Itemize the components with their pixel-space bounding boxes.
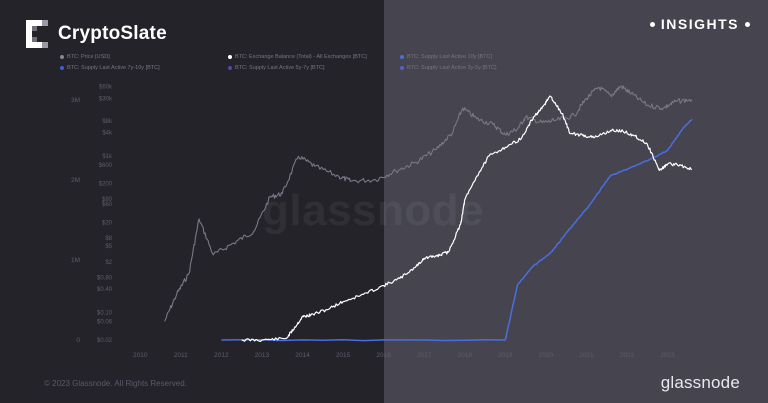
x-axis: 2010 2011 2012 2013 2014 2015 2016 2017 2018 2019… xyxy=(133,352,675,359)
legend-swatch xyxy=(400,55,404,59)
price-tick-label: $8k xyxy=(102,119,113,125)
x-tick-label: 2019 xyxy=(498,352,513,359)
legend-swatch xyxy=(60,55,64,59)
legend-item-supply-5y-7y: BTC: Supply Last Active 5y-7y [BTC] xyxy=(228,65,325,71)
dot-icon xyxy=(745,21,750,27)
glassnode-logo-text: glassnode xyxy=(660,373,740,392)
x-tick-label: 2014 xyxy=(295,352,310,359)
legend-label: BTC: Price [USD] xyxy=(67,54,110,60)
price-tick-label: $600 xyxy=(99,163,113,169)
x-tick-label: 2018 xyxy=(458,352,473,359)
legend-item-supply-3y-5y: BTC: Supply Last Active 3y-5y [BTC] xyxy=(400,65,497,71)
price-tick-label: $5 xyxy=(105,244,112,250)
legend-swatch xyxy=(228,66,232,70)
legend-swatch xyxy=(228,55,232,59)
price-tick-label: $60 xyxy=(102,202,113,208)
brand-name: CryptoSlate xyxy=(58,23,167,44)
supply-10y-series-line xyxy=(221,118,693,342)
left-tick-label: 1M xyxy=(71,257,80,264)
legend-swatch xyxy=(400,66,404,70)
x-tick-label: 2022 xyxy=(620,352,635,359)
cryptoslate-logo-icon xyxy=(26,20,48,48)
price-tick-label: $200 xyxy=(99,182,113,188)
copyright-text: © 2023 Glassnode. All Rights Reserved. xyxy=(44,379,187,388)
price-tick-label: $4k xyxy=(102,131,113,137)
dot-icon xyxy=(649,21,655,27)
exchange-balance-series-line xyxy=(241,95,693,342)
legend-item-exchange-balance: BTC: Exchange Balance (Total) - All Exch… xyxy=(228,54,367,60)
price-axis: $0.02 $0.06 $0.10 $0.40 $0.80 $2 $5 $8 $20 $60$80… xyxy=(97,85,113,344)
price-tick-label: $80 xyxy=(102,197,113,203)
x-tick-label: 2010 xyxy=(133,352,148,359)
legend-label: BTC: Exchange Balance (Total) - All Exch… xyxy=(235,54,367,60)
x-tick-label: 2023 xyxy=(660,352,675,359)
price-tick-label: $1k xyxy=(102,154,113,160)
price-tick-label: $0.02 xyxy=(97,338,113,344)
insights-label: INSIGHTS xyxy=(660,16,739,32)
price-tick-label: $30k xyxy=(99,96,113,102)
x-tick-label: 2020 xyxy=(539,352,554,359)
legend-item-supply-7y-10y: BTC: Supply Last Active 7y-10y [BTC] xyxy=(60,65,160,71)
x-tick-label: 2017 xyxy=(417,352,432,359)
left-axis: 0 1M 2M 3M xyxy=(71,97,80,344)
x-tick-label: 2011 xyxy=(174,352,188,359)
chart-watermark: glassnode xyxy=(262,186,485,235)
x-tick-label: 2016 xyxy=(376,352,391,359)
price-tick-label: $0.06 xyxy=(97,319,113,325)
legend-item-supply-10y: BTC: Supply Last Active 10y [BTC] xyxy=(400,54,492,60)
price-tick-label: $20 xyxy=(102,221,113,227)
price-series-line xyxy=(164,85,693,322)
x-tick-label: 2015 xyxy=(336,352,351,359)
price-tick-label: $8 xyxy=(105,236,112,242)
series-layer xyxy=(164,85,693,342)
price-tick-label: $60k xyxy=(99,85,113,91)
background-light-half xyxy=(384,0,768,403)
x-tick-label: 2013 xyxy=(255,352,270,359)
left-tick-label: 3M xyxy=(71,97,80,104)
legend-label: BTC: Supply Last Active 3y-5y [BTC] xyxy=(407,65,497,71)
price-tick-label: $0.80 xyxy=(97,275,113,281)
insights-tag: INSIGHTS xyxy=(649,16,750,32)
price-tick-label: $0.40 xyxy=(97,287,113,293)
legend-item-price: BTC: Price [USD] xyxy=(60,54,110,60)
x-tick-label: 2021 xyxy=(579,352,594,359)
price-tick-label: $2 xyxy=(105,260,112,266)
brand-header: CryptoSlate xyxy=(26,20,167,48)
left-tick-label: 0 xyxy=(76,337,80,344)
legend-label: BTC: Supply Last Active 10y [BTC] xyxy=(407,54,492,60)
legend-label: BTC: Supply Last Active 7y-10y [BTC] xyxy=(67,65,160,71)
background-dark-half xyxy=(0,0,384,403)
legend-swatch xyxy=(60,66,64,70)
price-tick-label: $0.10 xyxy=(97,311,113,317)
left-tick-label: 2M xyxy=(71,177,80,184)
legend-label: BTC: Supply Last Active 5y-7y [BTC] xyxy=(235,65,325,71)
x-tick-label: 2012 xyxy=(214,352,229,359)
